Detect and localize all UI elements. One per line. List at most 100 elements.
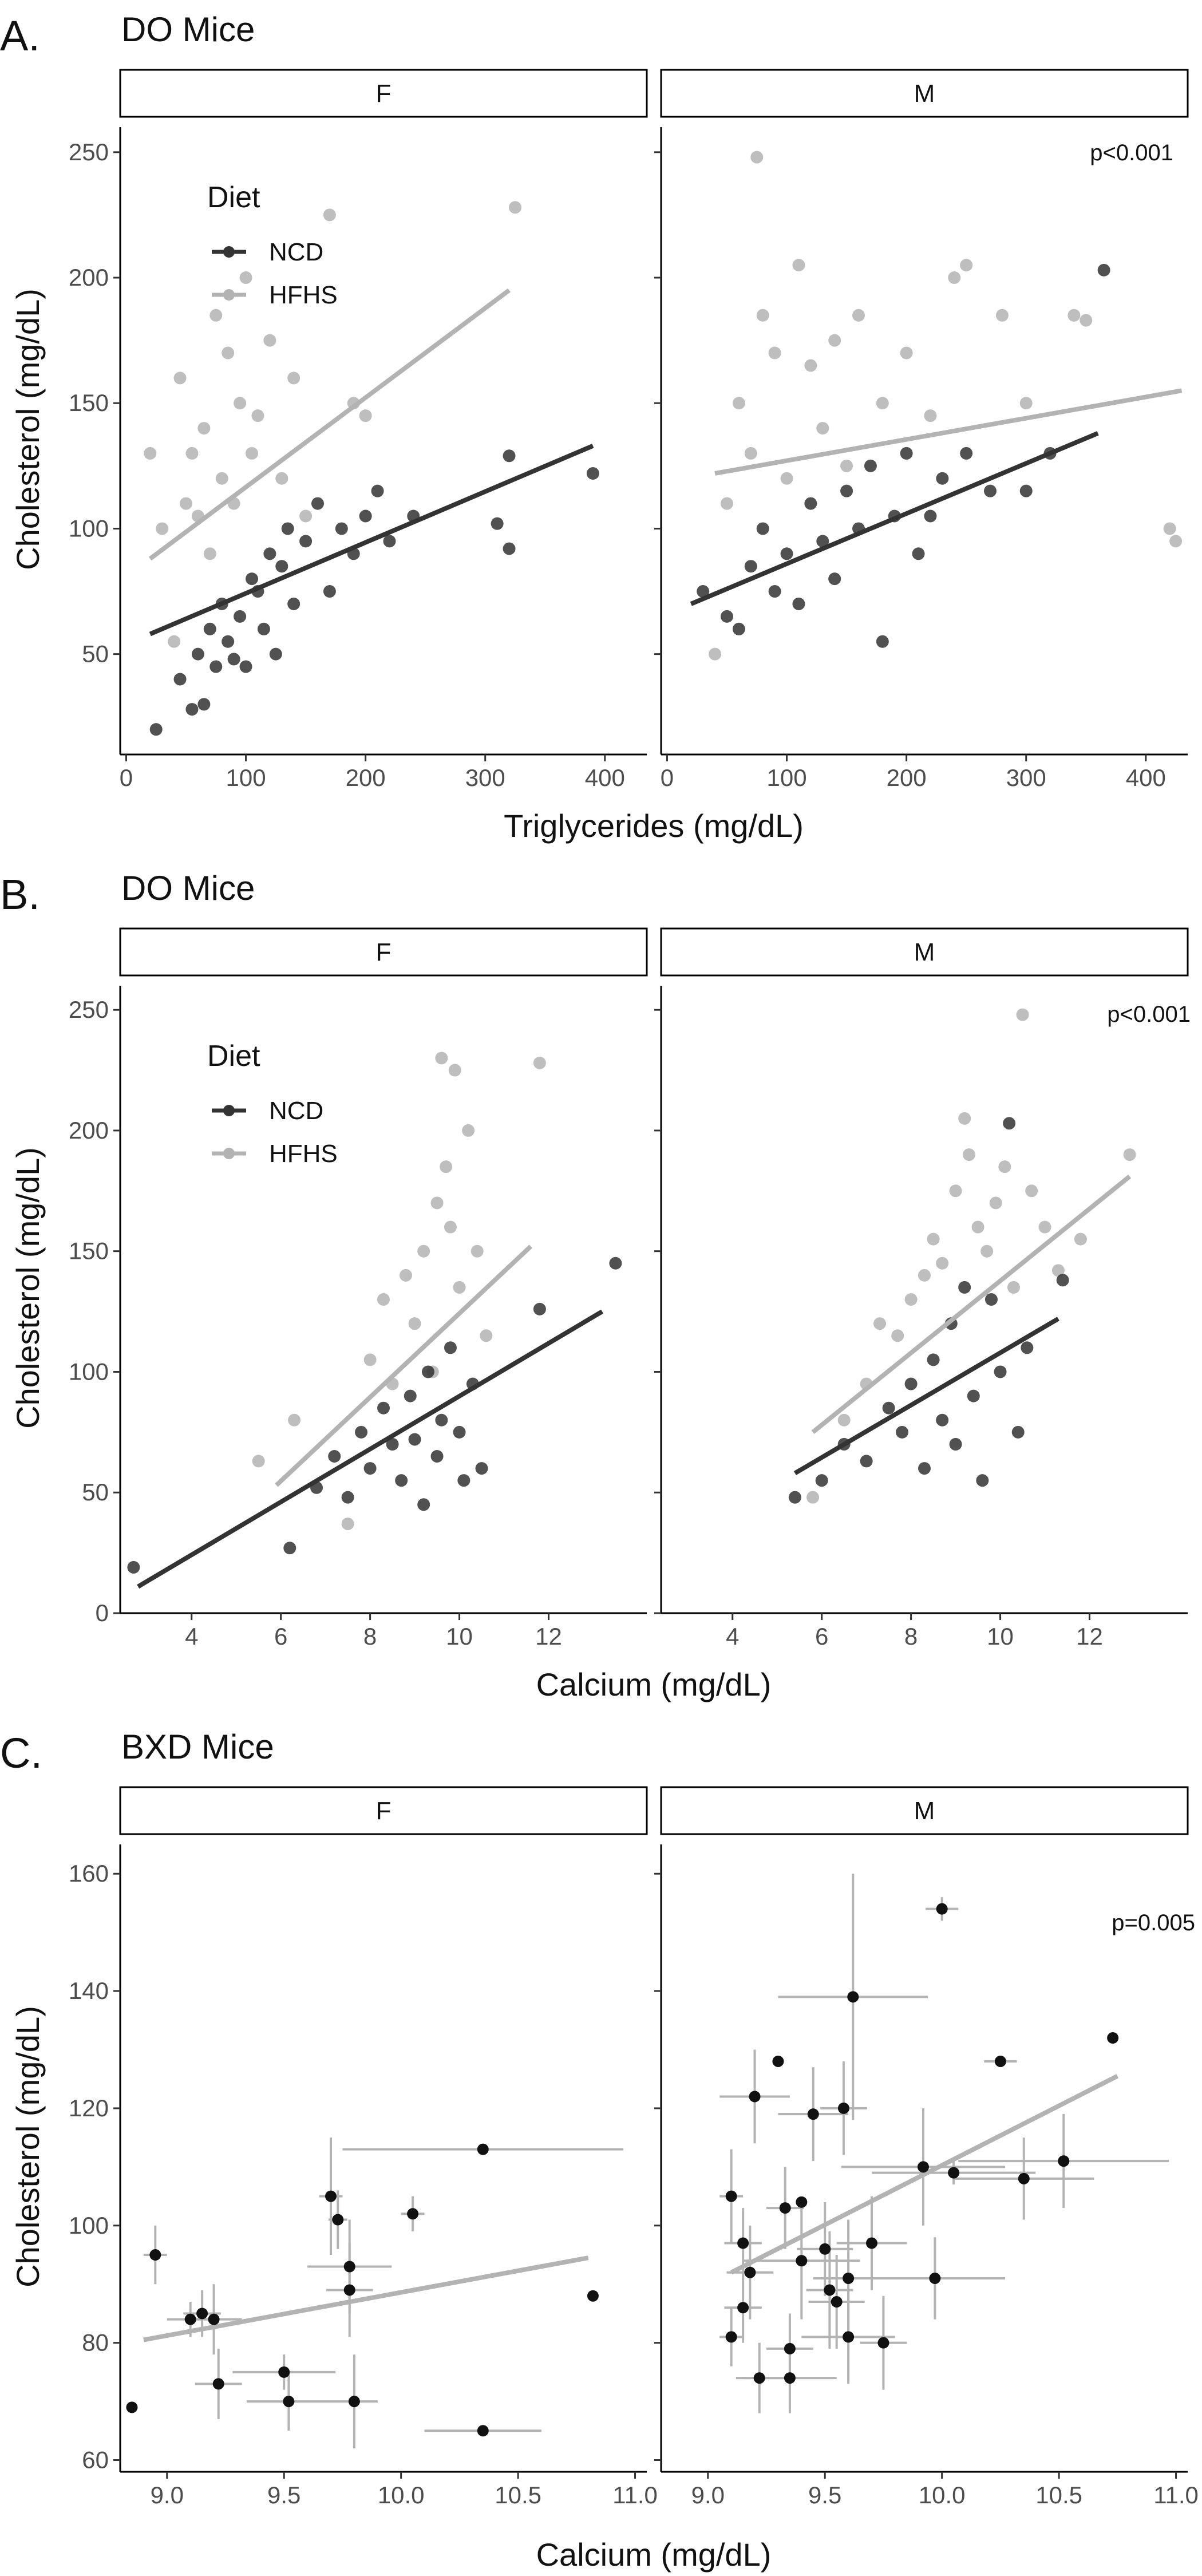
panel-a-x-axis-title: Triglycerides (mg/dL) [504, 808, 804, 844]
panel-b-f-ncd-fit-line [137, 1309, 604, 1589]
panel-c-f-x-tick-label: 11.0 [612, 2482, 658, 2508]
panel-a-f-hfhs-point [509, 201, 521, 214]
panel-b-legend-ncd-dot [223, 1105, 235, 1116]
panel-a-y-axis-title: Cholesterol (mg/dL) [10, 289, 46, 570]
panel-b-m-ncd-point [815, 1474, 828, 1487]
panel-b-f-hfhs-point [341, 1518, 354, 1531]
panel-a-plot-m: 0 100 200 300 400 [654, 127, 1188, 791]
panel-a-legend: Diet NCD HFHS [207, 181, 338, 309]
panel-c-f-x-tick-label: 10.0 [378, 2482, 425, 2508]
panel-a-f-ncd-point [263, 547, 276, 560]
panel-c-m-x-tick-label: 11.0 [1153, 2482, 1199, 2508]
panel-b-m-ncd-point [927, 1353, 940, 1366]
panel-a-f-ncd-point [311, 497, 324, 510]
panel-a-f-ncd-point [239, 660, 252, 673]
panel-b-m-x-tick-label: 12 [1076, 1623, 1103, 1650]
panel-a-m-ncd-point [756, 522, 769, 535]
panel-b-f-x-tick-label: 6 [274, 1623, 287, 1650]
panel-a-f-hfhs-point [222, 346, 235, 359]
panel-b-m-hfhs-point [1051, 1264, 1065, 1277]
panel-a-letter: A. [0, 12, 40, 60]
panel-c-m-point [1058, 2155, 1070, 2167]
panel-b-f-y-tick-label: 50 [82, 1479, 109, 1506]
panel-a-strip-m-label: M [914, 80, 935, 108]
panel-a-m-hfhs-point [744, 447, 757, 460]
panel-b-f-hfhs-point [462, 1124, 475, 1137]
panel-b: B. DO Mice F M 4 6 8 10 12 0 50 100 150 200 250 4 6… [0, 869, 1191, 1702]
panel-b-m-ncd-point [984, 1293, 998, 1306]
panel-a-m-x-tick-label: 300 [1006, 764, 1046, 791]
panel-a-m-hfhs-point [852, 309, 865, 322]
panel-c-m-point [784, 2342, 796, 2354]
panel-c-m-x-tick-label: 9.5 [808, 2482, 841, 2508]
panel-c-f-point [208, 2313, 220, 2325]
panel-b-f-hfhs-point [430, 1196, 444, 1210]
panel-a-pvalue: p<0.001 [1090, 140, 1173, 165]
panel-c-f-x-tick-label: 10.5 [495, 2482, 541, 2508]
panel-c-f-point [343, 2261, 355, 2273]
panel-b-m-ncd-point [896, 1425, 909, 1439]
panel-a-m-hfhs-point [804, 359, 817, 372]
panel-c-m-point [843, 2331, 855, 2343]
panel-a-m-ncd-point [912, 547, 925, 560]
panel-b-f-hfhs-point [417, 1244, 430, 1258]
panel-a-f-y-tick-label: 50 [82, 641, 109, 667]
panel-a-m-hfhs-point [756, 309, 769, 322]
panel-b-f-x-tick-label: 10 [446, 1623, 473, 1650]
panel-a-m-hfhs-point [1169, 535, 1183, 548]
panel-a-m-hfhs-point [792, 259, 805, 272]
panel-c-m-point [796, 2196, 808, 2208]
panel-b-m-hfhs-point [891, 1329, 904, 1342]
panel-b-plot-f: 4 6 8 10 12 0 50 100 150 200 250 [69, 986, 647, 1650]
panel-b-f-ncd-point [533, 1302, 546, 1315]
panel-b-m-hfhs-point [1007, 1281, 1020, 1294]
panel-a-m-ncd-point [936, 472, 949, 485]
panel-a-m-hfhs-point [768, 346, 781, 359]
panel-a-m-ncd-point [876, 635, 889, 648]
panel-a-f-ncd-point [185, 703, 199, 716]
panel-b-m-ncd-point [1056, 1274, 1069, 1287]
panel-a-f-hfhs-point [275, 472, 288, 485]
panel-c-m-point [948, 2167, 960, 2179]
panel-a-strip-m [660, 69, 1189, 118]
panel-b-strip-f [119, 927, 648, 977]
panel-a-m-hfhs-point [1080, 314, 1093, 327]
panel-c-m-point [725, 2331, 737, 2343]
panel-b-f-y-tick-label: 0 [96, 1599, 109, 1626]
panel-b-m-ncd-point [936, 1413, 949, 1427]
panel-a-m-ncd-point [924, 509, 937, 523]
panel-b-f-hfhs-point [435, 1052, 448, 1065]
panel-b-f-hfhs-point [399, 1269, 412, 1282]
panel-a-f-ncd-point [335, 522, 348, 535]
panel-b-m-ncd-point [1021, 1341, 1034, 1354]
panel-c: C. BXD Mice F M 9.0 9.5 10.0 10.5 11.0 60 80 10… [0, 1728, 1199, 2573]
panel-a-f-ncd-point [269, 647, 282, 661]
panel-a-m-hfhs-point [1067, 309, 1081, 322]
panel-a-m-hfhs-point [995, 309, 1009, 322]
panel-b-f-hfhs-point [480, 1329, 493, 1342]
panel-b-m-ncd-point [1003, 1117, 1016, 1130]
panel-c-f-point [283, 2396, 295, 2408]
panel-c-m-point [877, 2337, 889, 2349]
panel-c-pvalue: p=0.005 [1112, 1910, 1195, 1935]
panel-c-f-y-tick-label: 160 [69, 1860, 109, 1887]
panel-c-f-point [343, 2284, 355, 2296]
panel-b-f-ncd-point [417, 1498, 430, 1511]
panel-b-f-ncd-point [328, 1450, 341, 1463]
panel-a-m-hfhs-point [1019, 397, 1033, 410]
panel-a-m-ncd-point [864, 459, 877, 472]
panel-b-f-hfhs-point [408, 1317, 421, 1330]
panel-c-m-point [994, 2055, 1006, 2067]
panel-a-m-hfhs-point [709, 647, 722, 661]
panel-a-f-hfhs-point [168, 635, 181, 648]
panel-b-m-hfhs-point [918, 1269, 931, 1282]
panel-b-m-hfhs-point [998, 1160, 1011, 1174]
panel-b-letter: B. [0, 871, 40, 918]
panel-b-f-ncd-point [457, 1474, 470, 1487]
panel-a-f-ncd-point [222, 635, 235, 648]
panel-b-m-ncd-point [967, 1389, 980, 1402]
panel-b-m-hfhs-point [1016, 1008, 1029, 1021]
panel-c-f-point [325, 2190, 337, 2202]
panel-a-f-hfhs-point [197, 422, 211, 435]
panel-b-f-ncd-point [430, 1450, 444, 1463]
